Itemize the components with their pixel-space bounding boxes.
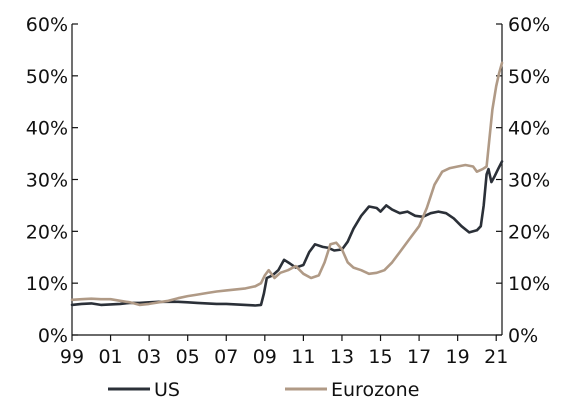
y-tick-label-left: 30% xyxy=(26,170,68,192)
y-tick-label-right: 0% xyxy=(508,325,538,347)
x-tick-label: 09 xyxy=(253,346,277,368)
x-tick-label: 11 xyxy=(291,346,315,368)
x-tick-label: 99 xyxy=(60,346,84,368)
x-tick-label: 19 xyxy=(446,346,470,368)
series-line-us xyxy=(70,160,504,307)
y-tick-label-right: 10% xyxy=(508,273,550,295)
y-tick-label-left: 50% xyxy=(26,66,68,88)
x-tick-label: 05 xyxy=(176,346,200,368)
x-tick-label: 07 xyxy=(214,346,238,368)
series-line-eurozone xyxy=(70,61,504,307)
y-tick-label-left: 20% xyxy=(26,221,68,243)
legend-label-us: US xyxy=(154,379,180,401)
y-tick-label-left: 0% xyxy=(38,325,68,347)
y-tick-label-right: 40% xyxy=(508,118,550,140)
y-tick-label-left: 40% xyxy=(26,118,68,140)
x-tick-label: 21 xyxy=(484,346,508,368)
y-tick-label-right: 60% xyxy=(508,14,550,36)
y-tick-label-left: 60% xyxy=(26,14,68,36)
legend-label-eurozone: Eurozone xyxy=(331,379,419,401)
y-tick-label-right: 50% xyxy=(508,66,550,88)
y-tick-label-right: 30% xyxy=(508,170,550,192)
x-tick-label: 01 xyxy=(98,346,122,368)
x-tick-label: 15 xyxy=(368,346,392,368)
x-tick-label: 03 xyxy=(137,346,161,368)
y-tick-label-right: 20% xyxy=(508,221,550,243)
y-tick-label-left: 10% xyxy=(26,273,68,295)
x-tick-label: 13 xyxy=(330,346,354,368)
x-tick-label: 17 xyxy=(407,346,431,368)
